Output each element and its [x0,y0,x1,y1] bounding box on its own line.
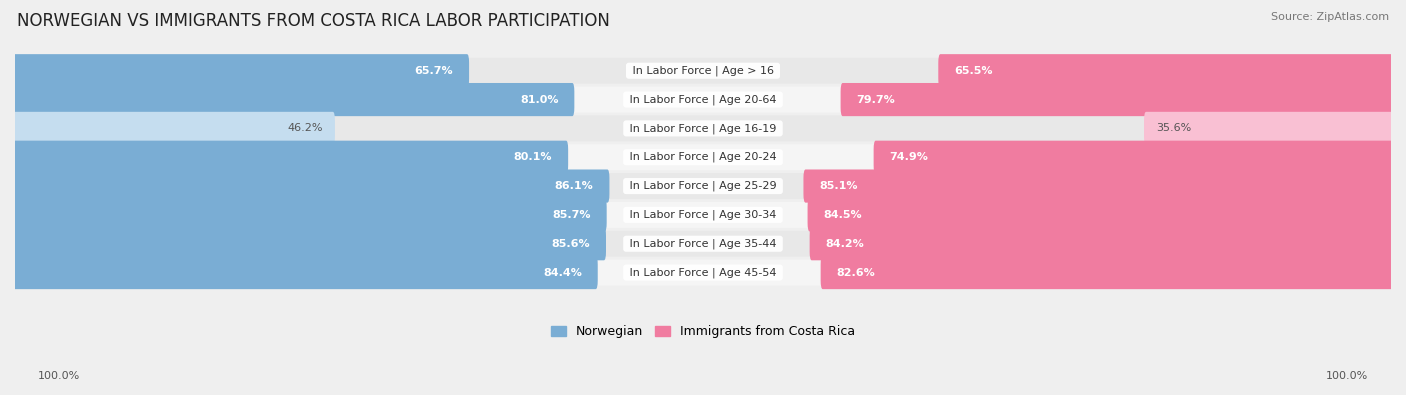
Text: 82.6%: 82.6% [837,267,875,278]
FancyBboxPatch shape [22,115,1384,141]
Text: 100.0%: 100.0% [1326,371,1368,381]
FancyBboxPatch shape [13,112,335,145]
Text: 85.1%: 85.1% [820,181,858,191]
Text: In Labor Force | Age 20-64: In Labor Force | Age 20-64 [626,94,780,105]
FancyBboxPatch shape [938,54,1393,87]
FancyBboxPatch shape [13,256,598,289]
FancyBboxPatch shape [13,54,470,87]
FancyBboxPatch shape [22,202,1384,228]
Text: In Labor Force | Age 25-29: In Labor Force | Age 25-29 [626,181,780,191]
Text: 84.5%: 84.5% [824,210,862,220]
FancyBboxPatch shape [803,169,1393,203]
FancyBboxPatch shape [821,256,1393,289]
FancyBboxPatch shape [22,173,1384,199]
Text: 81.0%: 81.0% [520,94,558,105]
Text: NORWEGIAN VS IMMIGRANTS FROM COSTA RICA LABOR PARTICIPATION: NORWEGIAN VS IMMIGRANTS FROM COSTA RICA … [17,12,610,30]
Text: 80.1%: 80.1% [513,152,553,162]
FancyBboxPatch shape [841,83,1393,116]
Text: In Labor Force | Age 30-34: In Labor Force | Age 30-34 [626,210,780,220]
Text: 84.4%: 84.4% [543,267,582,278]
FancyBboxPatch shape [13,83,574,116]
FancyBboxPatch shape [810,227,1393,260]
Text: 35.6%: 35.6% [1156,123,1192,134]
Text: 79.7%: 79.7% [856,94,896,105]
FancyBboxPatch shape [22,144,1384,170]
Text: 46.2%: 46.2% [287,123,322,134]
Text: In Labor Force | Age 20-24: In Labor Force | Age 20-24 [626,152,780,162]
FancyBboxPatch shape [1144,112,1393,145]
FancyBboxPatch shape [807,198,1393,231]
FancyBboxPatch shape [22,58,1384,84]
FancyBboxPatch shape [13,141,568,174]
Text: Source: ZipAtlas.com: Source: ZipAtlas.com [1271,12,1389,22]
FancyBboxPatch shape [13,227,606,260]
Text: 100.0%: 100.0% [38,371,80,381]
FancyBboxPatch shape [22,87,1384,113]
FancyBboxPatch shape [13,169,609,203]
Text: 86.1%: 86.1% [555,181,593,191]
Text: 65.5%: 65.5% [955,66,993,76]
Text: In Labor Force | Age 16-19: In Labor Force | Age 16-19 [626,123,780,134]
Text: 74.9%: 74.9% [890,152,928,162]
Text: In Labor Force | Age > 16: In Labor Force | Age > 16 [628,66,778,76]
Text: In Labor Force | Age 35-44: In Labor Force | Age 35-44 [626,239,780,249]
FancyBboxPatch shape [22,231,1384,257]
Text: 84.2%: 84.2% [825,239,865,249]
Text: 85.7%: 85.7% [553,210,591,220]
FancyBboxPatch shape [22,260,1384,286]
Text: In Labor Force | Age 45-54: In Labor Force | Age 45-54 [626,267,780,278]
FancyBboxPatch shape [873,141,1393,174]
FancyBboxPatch shape [13,198,606,231]
Legend: Norwegian, Immigrants from Costa Rica: Norwegian, Immigrants from Costa Rica [546,320,860,343]
Text: 65.7%: 65.7% [415,66,453,76]
Text: 85.6%: 85.6% [551,239,591,249]
